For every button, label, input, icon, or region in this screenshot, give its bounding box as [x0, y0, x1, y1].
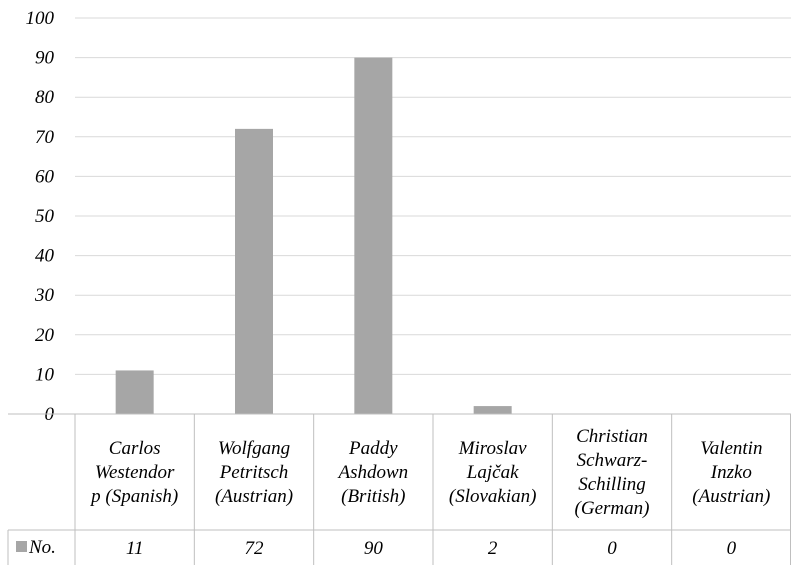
x-category-label: Valentin: [700, 438, 762, 459]
x-category-label: Inzko: [710, 462, 752, 483]
x-category-label: Carlos: [109, 438, 161, 459]
y-tick-label: 50: [35, 206, 55, 227]
bar: [115, 370, 154, 414]
y-tick-label: 10: [35, 364, 55, 385]
data-label: 72: [245, 538, 265, 559]
x-category-label: Lajčak: [466, 462, 519, 483]
y-tick-label: 100: [26, 8, 55, 29]
x-category-label: Ashdown: [336, 462, 408, 483]
y-tick-label: 70: [35, 127, 55, 148]
y-tick-label: 20: [35, 325, 55, 346]
legend-label: No.: [28, 537, 56, 558]
bar: [235, 128, 273, 414]
x-category-label: Paddy: [348, 438, 398, 459]
bars: [115, 57, 512, 414]
x-category-label: Miroslav: [458, 438, 527, 459]
legend-key: [16, 541, 27, 552]
x-category-label: Schilling: [578, 474, 646, 495]
x-category-label: Schwarz-: [577, 450, 648, 471]
y-tick-label: 30: [34, 285, 55, 306]
gridlines: [75, 17, 791, 375]
y-tick-label: 60: [35, 166, 55, 187]
data-table: Carlos Westendor p (Spanish) Wolfgang Petrit…: [7, 413, 791, 565]
bar: [473, 406, 512, 414]
data-label: 90: [364, 538, 384, 559]
y-tick-label: 80: [35, 87, 55, 108]
x-category-label: (Austrian): [215, 486, 293, 507]
y-tick-label: 90: [35, 48, 55, 69]
data-label: 0: [727, 538, 737, 559]
y-tick-label: 40: [35, 246, 55, 267]
x-category-label: Wolfgang: [218, 438, 290, 459]
data-label: 2: [488, 538, 498, 559]
x-category-label: p (Spanish): [89, 486, 178, 507]
x-category-label: (Slovakian): [449, 486, 537, 507]
x-category-label: (British): [341, 486, 405, 507]
x-category-label: (German): [575, 498, 650, 519]
x-category-label: Westendor: [95, 462, 175, 483]
x-category-label: (Austrian): [692, 486, 770, 507]
bar: [354, 57, 393, 414]
x-category-label: Petritsch: [219, 462, 289, 483]
x-category-label: Christian: [576, 426, 648, 447]
data-label: 0: [607, 538, 617, 559]
data-label: 11: [126, 538, 144, 559]
